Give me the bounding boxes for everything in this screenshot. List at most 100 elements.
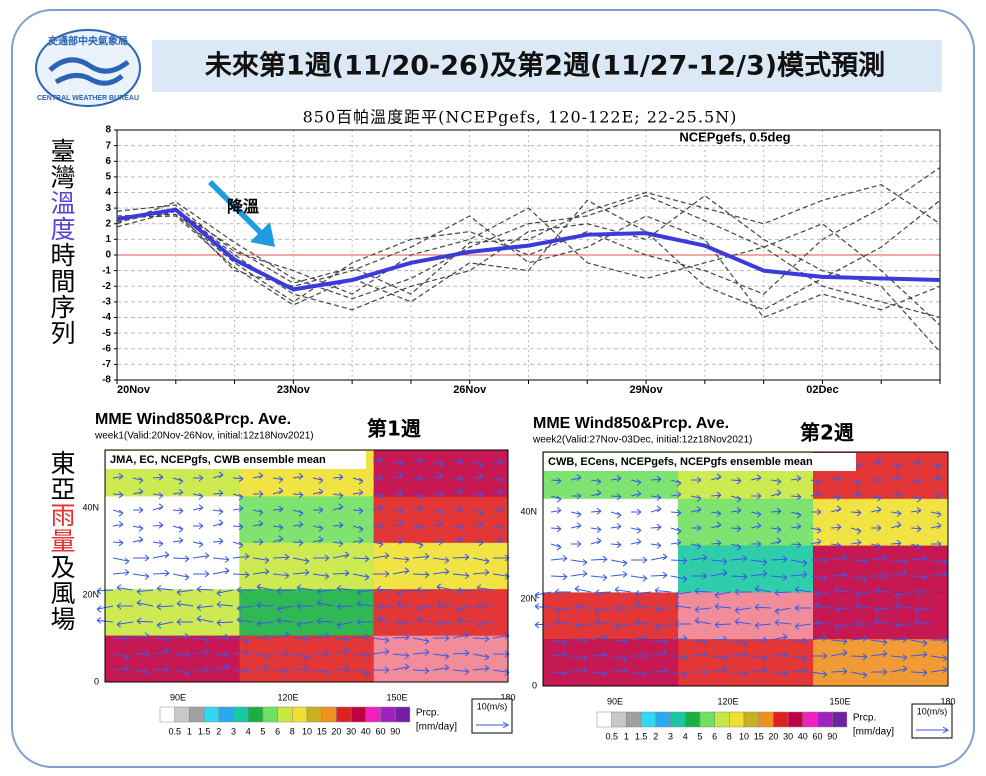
models-box bbox=[544, 453, 856, 471]
colorbar-box bbox=[247, 706, 264, 723]
precip-area bbox=[373, 635, 509, 683]
wind-vector bbox=[212, 663, 230, 671]
logo bbox=[35, 29, 141, 107]
colorbar-label: 60 bbox=[375, 726, 385, 736]
wind-vector bbox=[472, 491, 484, 499]
wind-vector bbox=[116, 621, 134, 628]
wind-vector bbox=[356, 589, 374, 596]
colorbar-label: 0.5 bbox=[605, 731, 618, 741]
wind-vector bbox=[192, 552, 210, 559]
wind-vector bbox=[614, 604, 631, 612]
wind-vector bbox=[550, 543, 562, 551]
wind-vector bbox=[276, 605, 294, 613]
wind-vector bbox=[830, 523, 842, 531]
wind-vector bbox=[313, 506, 324, 514]
wind-vector bbox=[691, 476, 702, 484]
x-tick-label: 29Nov bbox=[630, 384, 664, 396]
wind-vector bbox=[890, 665, 908, 673]
precip-area bbox=[678, 592, 814, 640]
annotation: 降溫 bbox=[227, 197, 259, 216]
wind-vector bbox=[192, 648, 210, 655]
wind-vector bbox=[871, 524, 882, 532]
wind-vector bbox=[931, 636, 948, 644]
wind-vector bbox=[332, 569, 350, 577]
wind-vector bbox=[590, 574, 608, 581]
wind-vector bbox=[811, 556, 828, 564]
wind-vector bbox=[372, 552, 390, 559]
wind-vector bbox=[810, 490, 822, 497]
wind-vector bbox=[356, 600, 374, 607]
wind-vector bbox=[554, 607, 572, 614]
colorbar-label: 1 bbox=[624, 731, 629, 741]
wind-vector bbox=[790, 523, 802, 530]
wind-vector bbox=[870, 495, 882, 502]
wind-vector bbox=[634, 590, 652, 597]
colorbar-label: 90 bbox=[390, 726, 400, 736]
wind-vector bbox=[714, 591, 732, 599]
wind-vector bbox=[352, 651, 370, 659]
wind-vector bbox=[373, 666, 390, 674]
wind-vector bbox=[550, 555, 568, 562]
lat-label: 0 bbox=[532, 680, 537, 690]
wind-vector bbox=[132, 573, 150, 580]
colorbar-box bbox=[394, 706, 411, 723]
wind-vector bbox=[492, 525, 504, 532]
colorbar-box bbox=[831, 711, 848, 728]
precip-area bbox=[678, 498, 814, 547]
wind-vector bbox=[814, 590, 832, 597]
unit-name: Prcp. bbox=[853, 713, 876, 724]
colorbar-box bbox=[262, 706, 278, 723]
wind-vector bbox=[730, 525, 742, 533]
wind-vector bbox=[790, 667, 808, 674]
wind-vector bbox=[472, 539, 484, 547]
wind-vector bbox=[654, 605, 672, 613]
wind-vector bbox=[910, 495, 922, 503]
wind-vector bbox=[574, 603, 592, 611]
wind-vector bbox=[690, 506, 702, 513]
wind-vector bbox=[770, 537, 782, 545]
wind-vector bbox=[910, 555, 928, 562]
wind-vector bbox=[313, 554, 330, 562]
wind-vector bbox=[336, 585, 354, 592]
wind-vector bbox=[914, 607, 932, 614]
y-tick-label: -1 bbox=[102, 265, 111, 276]
wind-vector bbox=[630, 479, 642, 486]
wind-vector bbox=[452, 524, 464, 531]
wind-vector bbox=[492, 536, 504, 543]
wind-vector bbox=[714, 603, 732, 610]
wind-vector bbox=[850, 509, 862, 517]
map-subtitle: week1(Valid:20Nov-26Nov, initial:12z18No… bbox=[94, 431, 314, 442]
wind-vector bbox=[112, 569, 130, 576]
precip-area bbox=[373, 450, 509, 497]
precip-area bbox=[813, 592, 949, 640]
wind-vector bbox=[830, 638, 848, 645]
colorbar-box bbox=[306, 706, 322, 723]
wind-vector bbox=[870, 458, 882, 465]
y-tick-label: 7 bbox=[105, 140, 111, 151]
wind-vector bbox=[770, 526, 782, 533]
wind-vector bbox=[452, 572, 470, 579]
wind-vector bbox=[674, 591, 692, 598]
wind-vector bbox=[590, 633, 608, 641]
wind-vector bbox=[770, 478, 782, 485]
colorbar-box bbox=[596, 711, 612, 728]
wind-vector bbox=[392, 519, 404, 527]
wind-vector bbox=[276, 587, 294, 595]
wind-vector bbox=[610, 511, 622, 519]
wind-vector bbox=[610, 493, 622, 501]
wind-vector bbox=[412, 541, 424, 549]
wind-vector bbox=[172, 651, 190, 659]
wind-vector bbox=[292, 635, 310, 643]
wind-vector bbox=[136, 588, 154, 595]
wind-vector bbox=[754, 603, 772, 611]
unit: [mm/day] bbox=[416, 722, 457, 733]
wind-vector bbox=[152, 647, 170, 655]
wind-vector bbox=[590, 507, 602, 515]
wind-vector bbox=[590, 526, 602, 533]
wind-vector bbox=[871, 668, 888, 676]
wind-vector bbox=[112, 653, 130, 661]
wind-vector bbox=[690, 650, 708, 657]
wind-vector bbox=[594, 607, 612, 615]
wind-vector bbox=[452, 553, 470, 561]
wind-vector bbox=[554, 618, 572, 625]
